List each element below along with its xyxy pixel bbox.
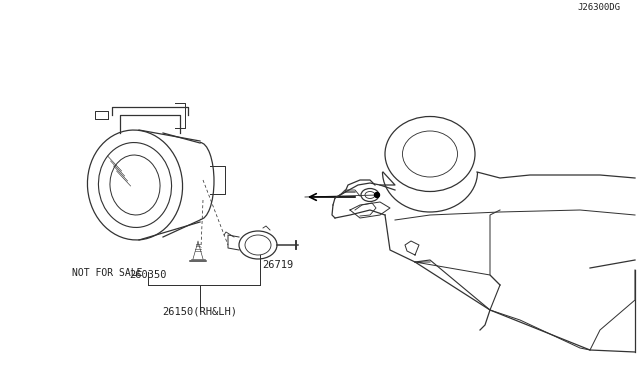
Text: J26300DG: J26300DG (577, 3, 620, 12)
Circle shape (374, 192, 380, 198)
Text: 26719: 26719 (262, 260, 293, 270)
Text: NOT FOR SALE: NOT FOR SALE (72, 268, 143, 278)
Text: 26150(RH&LH): 26150(RH&LH) (163, 307, 237, 317)
Text: 260350: 260350 (129, 270, 167, 280)
